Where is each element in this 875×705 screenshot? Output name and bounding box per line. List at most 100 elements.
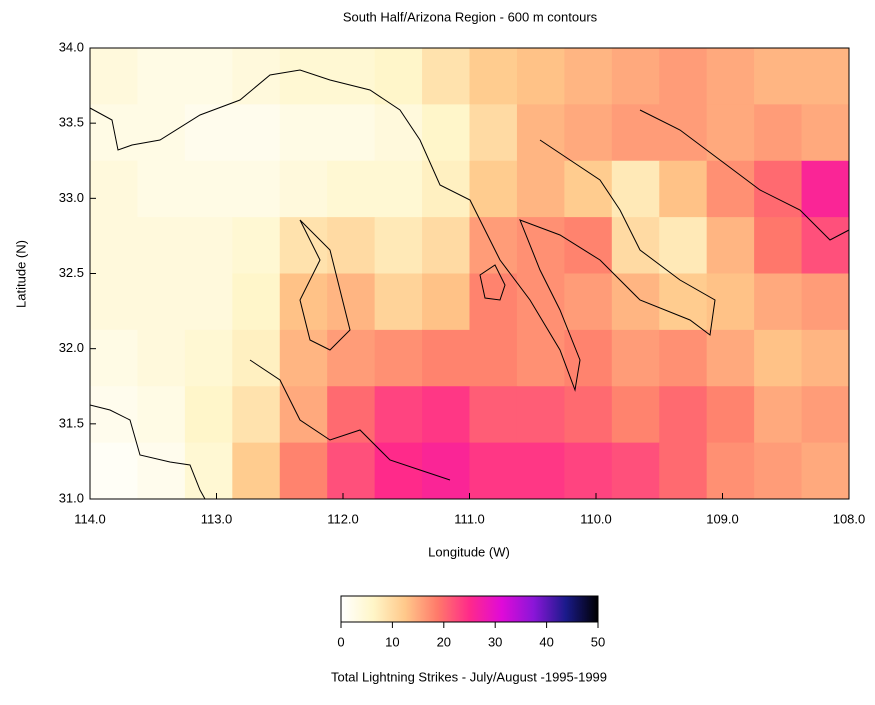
heat-cell [184,217,233,274]
heat-cell [422,48,470,105]
heat-cell [137,329,186,387]
heat-cell [327,48,376,105]
heat-cell [611,217,660,274]
heat-cell [90,104,138,162]
heat-cell [564,104,613,162]
heat-cell [754,386,803,444]
contour [89,69,716,392]
heat-cell [706,442,755,500]
heat-cell [232,386,281,444]
heat-cell [801,273,850,331]
heat-cell [611,160,660,218]
heat-cell [659,386,708,444]
heat-cell [90,48,138,105]
contour [479,264,506,301]
heat-cell [659,329,708,387]
heat-cell [90,160,138,218]
heat-cell [754,442,803,500]
y-tick-label: 32.0 [59,340,84,355]
contour [89,404,206,500]
heat-cell [184,329,233,387]
heat-cell [516,386,565,444]
heat-cell [279,217,328,274]
heat-cell [801,104,850,162]
heat-cell [516,48,565,105]
heat-cell [516,273,565,331]
heat-cell [374,329,423,387]
heat-cell [611,442,660,500]
colorbar-tick-label: 50 [591,634,605,649]
heat-cell [374,386,423,444]
heat-cell [232,273,281,331]
heat-cell [706,48,755,105]
x-tick-label: 112.0 [327,511,359,526]
heat-cell [754,160,803,218]
heat-cell [469,104,518,162]
colorbar-label: Total Lightning Strikes - July/August -1… [331,669,607,684]
x-tick-label: 114.0 [74,511,106,526]
heat-cell [137,386,186,444]
heat-cell [90,442,138,500]
heat-cell [659,217,708,274]
heat-cell [706,273,755,331]
heat-cell [611,48,660,105]
heat-cell [611,273,660,331]
heat-cell [232,442,281,500]
y-tick-label: 32.5 [59,265,84,280]
contours [89,69,850,500]
heat-cell [422,442,470,500]
heat-cell [801,160,850,218]
contour [639,109,850,241]
heat-cell [232,48,281,105]
heat-cell [184,48,233,105]
colorbar-tick-label: 20 [437,634,451,649]
heat-cell [279,160,328,218]
heat-cell [184,273,233,331]
heat-cell [469,273,518,331]
heat-cell [422,104,470,162]
x-tick-label: 111.0 [454,511,485,526]
heat-cell [374,160,423,218]
heat-cell [374,104,423,162]
heat-cell [422,160,470,218]
heat-cell [564,160,613,218]
heat-cell [659,442,708,500]
heat-cell [327,329,376,387]
x-axis-label: Longitude (W) [428,544,510,559]
heat-cell [754,329,803,387]
x-tick-label: 113.0 [201,511,233,526]
heat-cell [90,217,138,274]
heat-cell [279,442,328,500]
heat-cell [801,217,850,274]
heat-cell [564,329,613,387]
heat-cell [516,217,565,274]
y-tick-label: 31.5 [59,415,84,430]
heat-cell [422,386,470,444]
heat-cell [137,48,186,105]
heat-cell [232,104,281,162]
heat-cell [184,104,233,162]
heat-cell [611,104,660,162]
heat-cell [706,104,755,162]
heat-cell [137,273,186,331]
heat-cell [801,48,850,105]
heat-cell [706,386,755,444]
heat-cell [754,48,803,105]
heat-cell [137,442,186,500]
heat-cell [422,217,470,274]
heat-cell [90,273,138,331]
heat-cell [659,273,708,331]
heat-cell [564,442,613,500]
colorbar-tick-label: 30 [488,634,502,649]
heat-cell [232,217,281,274]
heat-cell [374,217,423,274]
heat-cell [706,329,755,387]
chart-title: South Half/Arizona Region - 600 m contou… [343,9,598,24]
heat-cell [516,442,565,500]
heat-cell [422,329,470,387]
heat-cell [706,160,755,218]
heat-cell [422,273,470,331]
heat-cell [469,329,518,387]
colorbar-tick-label: 10 [385,634,399,649]
